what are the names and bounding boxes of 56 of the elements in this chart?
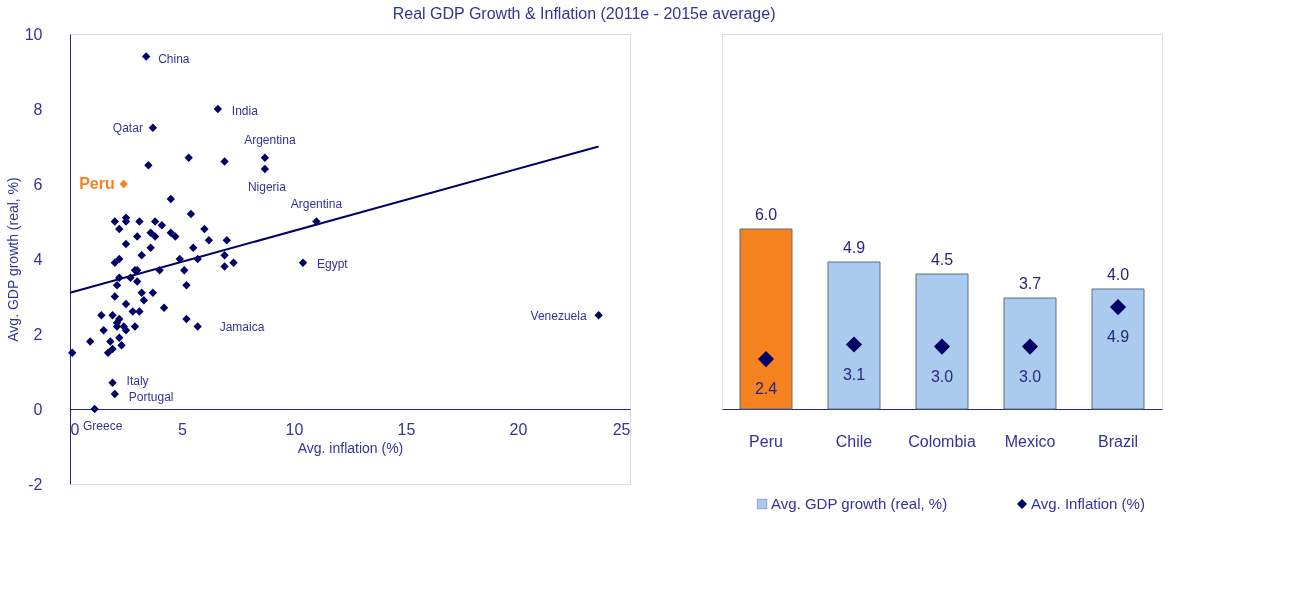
- data-label: 3.0: [930, 367, 954, 385]
- y-tick-label: 10: [24, 25, 43, 43]
- point: [1021, 338, 1039, 355]
- y-tick-label: 0: [33, 400, 43, 418]
- annotation: Qatar: [112, 120, 143, 135]
- annotation: India: [231, 104, 259, 118]
- annotation: Jamaica: [219, 319, 265, 334]
- x-tick-label: Colombia: [908, 432, 976, 450]
- annotation: Venezuela: [530, 309, 587, 324]
- y-tick-label: 6: [33, 175, 43, 193]
- annotation: Nigeria: [247, 180, 287, 194]
- data-label: 2.4: [754, 380, 778, 398]
- x-tick-label: 5: [178, 420, 188, 438]
- annotation: Greece: [82, 419, 123, 433]
- data-label: 3.7: [1018, 275, 1042, 292]
- y-tick-label: 8: [33, 100, 43, 118]
- bar: [1003, 297, 1057, 410]
- chart-title: Real GDP Growth & Inflation (2011e - 2015e average): [392, 4, 776, 22]
- y-tick-label: 2: [33, 325, 43, 343]
- x-tick-label: 0: [70, 420, 80, 438]
- y-tick-label: -2: [28, 475, 43, 493]
- data-label: 4.5: [930, 251, 954, 268]
- legend-label: Avg. GDP growth (real, %): [771, 495, 948, 512]
- data-label: 6.0: [754, 206, 778, 223]
- x-tick-label: 15: [397, 420, 416, 438]
- x-tick-label: Chile: [835, 432, 873, 450]
- bar: [827, 261, 881, 410]
- point: [1109, 299, 1127, 316]
- data-label: 4.9: [1106, 328, 1130, 346]
- legend-label: Avg. Inflation (%): [1031, 495, 1145, 512]
- data-label: 4.9: [842, 239, 866, 256]
- series-label: Peru: [79, 175, 115, 192]
- bar: [1091, 288, 1145, 410]
- annotation: China: [158, 51, 190, 66]
- annotation: Portugal: [128, 390, 174, 404]
- x-tick-label: Peru: [749, 432, 783, 450]
- x-tick-label: 25: [612, 420, 631, 438]
- annotation: Egypt: [316, 256, 349, 271]
- x-tick-label: Mexico: [1004, 432, 1056, 450]
- x-tick-label: Brazil: [1097, 432, 1139, 450]
- y-axis-title: Avg. GDP growth (real, %): [4, 177, 21, 342]
- bar: [739, 228, 793, 410]
- annotation: Argentina: [290, 196, 343, 211]
- point: [845, 336, 863, 353]
- annotation: Argentina: [244, 132, 296, 147]
- data-label: 3.1: [842, 365, 866, 383]
- annotation: Italy: [126, 373, 149, 388]
- x-axis-title: Avg. inflation (%): [297, 439, 404, 456]
- data-label: 4.0: [1106, 266, 1130, 283]
- data-label: 3.0: [1018, 367, 1042, 385]
- x-tick-label: 10: [285, 420, 304, 438]
- y-tick-label: 4: [33, 250, 43, 268]
- point: [933, 338, 951, 355]
- point: [757, 351, 775, 368]
- x-tick-label: 20: [509, 420, 528, 438]
- bar: [915, 273, 969, 410]
